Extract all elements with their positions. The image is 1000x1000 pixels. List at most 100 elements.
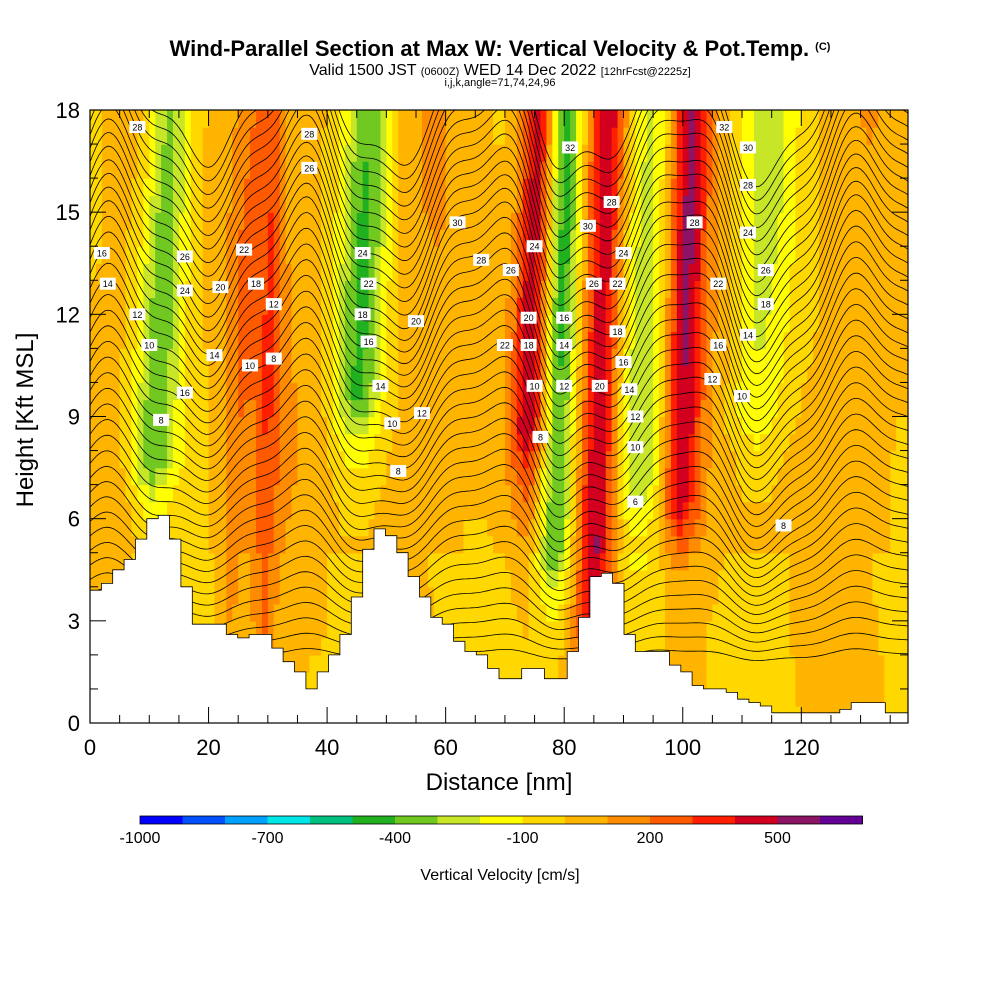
velocity-cell (724, 433, 731, 452)
velocity-cell (493, 348, 500, 367)
velocity-cell (392, 178, 399, 196)
velocity-cell (344, 365, 352, 384)
velocity-cell (830, 535, 838, 554)
velocity-cell (392, 297, 399, 316)
velocity-cell (279, 263, 287, 281)
velocity-cell (113, 382, 121, 401)
velocity-cell (232, 161, 239, 179)
velocity-cell (410, 127, 417, 145)
velocity-cell (333, 382, 340, 401)
velocity-cell (439, 484, 447, 503)
velocity-cell (896, 637, 903, 656)
velocity-cell (884, 467, 891, 486)
velocity-cell (866, 246, 874, 264)
velocity-cell (285, 263, 293, 281)
velocity-cell (493, 552, 500, 571)
velocity-cell (558, 110, 565, 128)
velocity-cell (522, 620, 530, 639)
velocity-cell (564, 450, 571, 469)
velocity-cell (190, 586, 198, 605)
isentrope-line (90, 476, 908, 560)
velocity-cell (670, 297, 678, 316)
velocity-cell (107, 552, 115, 571)
velocity-cell (356, 314, 364, 333)
velocity-cell (374, 263, 382, 281)
velocity-cell (706, 450, 714, 469)
velocity-cell (445, 212, 453, 230)
velocity-cell (392, 229, 399, 247)
velocity-cell (712, 229, 720, 247)
velocity-cell (445, 382, 453, 401)
velocity-cell (267, 212, 275, 230)
velocity-cell (445, 467, 453, 486)
velocity-cell (576, 110, 583, 128)
velocity-cell (273, 365, 281, 384)
velocity-cell (801, 586, 808, 605)
velocity-cell (107, 484, 115, 503)
velocity-cell (510, 331, 518, 350)
velocity-cell (493, 297, 500, 316)
velocity-cell (410, 144, 417, 162)
velocity-cell (208, 518, 216, 537)
velocity-cell (664, 297, 672, 316)
velocity-cell (593, 178, 601, 196)
velocity-cell (451, 263, 459, 281)
velocity-cell (688, 263, 696, 281)
velocity-cell (576, 433, 583, 452)
velocity-cell (463, 484, 471, 503)
velocity-cell (338, 161, 346, 179)
velocity-cell (670, 365, 678, 384)
velocity-cell (878, 552, 885, 571)
velocity-cell (196, 195, 204, 213)
velocity-cell (350, 246, 358, 264)
velocity-cell (238, 365, 245, 384)
velocity-cell (398, 246, 405, 264)
velocity-cell (706, 348, 714, 367)
velocity-cell (333, 484, 340, 503)
velocity-cell (587, 348, 595, 367)
velocity-cell (641, 535, 648, 554)
velocity-cell (896, 212, 903, 230)
velocity-cell (475, 212, 482, 230)
velocity-cell (362, 484, 370, 503)
velocity-cell (605, 212, 613, 230)
velocity-cell (718, 297, 725, 316)
velocity-cell (676, 144, 684, 162)
velocity-cell (398, 195, 405, 213)
velocity-cell (172, 212, 180, 230)
velocity-cell (149, 195, 156, 213)
velocity-cell (528, 501, 536, 520)
velocity-cell (499, 212, 506, 230)
velocity-cell (540, 501, 548, 520)
velocity-cell (386, 399, 394, 418)
velocity-cell (161, 212, 168, 230)
velocity-cell (392, 127, 399, 145)
velocity-cell (534, 637, 542, 656)
velocity-cell (475, 348, 482, 367)
velocity-cell (220, 212, 228, 230)
velocity-cell (836, 688, 844, 707)
velocity-cell (101, 110, 109, 128)
velocity-cell (208, 331, 216, 350)
velocity-cell (842, 161, 850, 179)
velocity-cell (267, 484, 275, 503)
velocity-cell (368, 195, 376, 213)
velocity-cell (866, 654, 874, 673)
velocity-cell (730, 501, 737, 520)
velocity-cell (659, 382, 666, 401)
velocity-cell (866, 535, 874, 554)
velocity-cell (700, 314, 708, 333)
velocity-cell (167, 518, 174, 537)
velocity-cell (902, 433, 908, 452)
velocity-cell (558, 637, 565, 656)
velocity-cell (487, 195, 494, 213)
velocity-cell (416, 280, 423, 299)
velocity-cell (635, 161, 642, 179)
velocity-cell (226, 518, 233, 537)
velocity-cell (659, 586, 666, 605)
velocity-cell (155, 484, 162, 503)
velocity-cell (250, 246, 257, 264)
velocity-cell (137, 518, 145, 537)
velocity-cell (854, 331, 862, 350)
velocity-cell (433, 382, 441, 401)
